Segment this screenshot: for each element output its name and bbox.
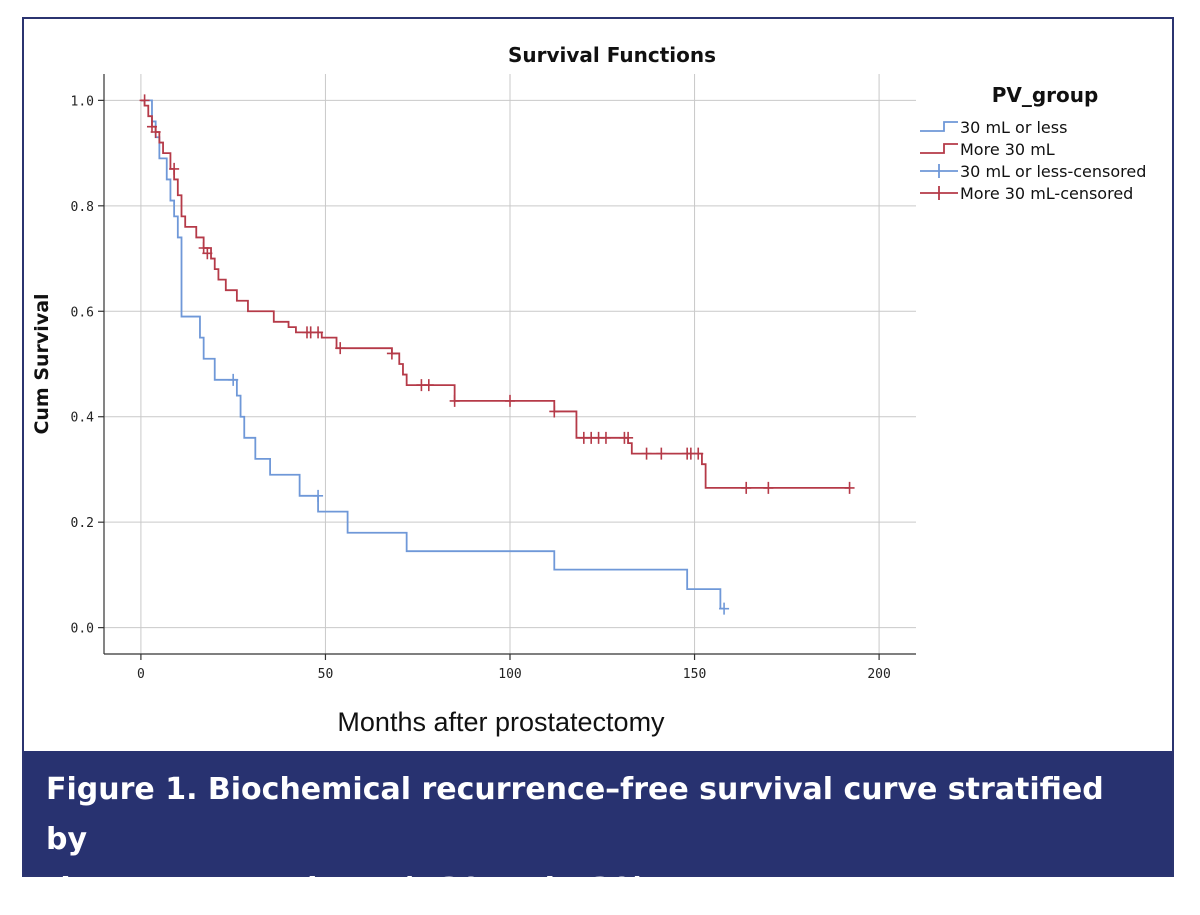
censor-mark-series-1 xyxy=(228,373,239,386)
legend-label: 30 mL or less-censored xyxy=(960,162,1146,181)
legend-swatch-censor xyxy=(920,186,958,200)
series-line-1 xyxy=(140,99,725,610)
censor-mark-series-2 xyxy=(641,447,652,460)
survival-chart: 0 50 100 150 200 0.0 0.2 0.4 0.6 0.8 1.0 Survival … xyxy=(31,43,1146,737)
censor-mark-series-2 xyxy=(169,162,180,175)
censor-mark-series-2 xyxy=(505,394,515,407)
censor-mark-series-2 xyxy=(844,481,855,494)
grid-lines xyxy=(104,74,916,654)
censor-mark-series-2 xyxy=(139,94,150,107)
censor-mark-series-2 xyxy=(763,481,774,494)
legend-label: More 30 mL xyxy=(960,140,1055,159)
censor-mark-series-2 xyxy=(423,379,434,392)
censor-mark-series-2 xyxy=(549,405,560,418)
x-tick-label: 0 xyxy=(137,667,145,682)
censor-mark-series-2 xyxy=(150,126,161,138)
legend-title: PV_group xyxy=(992,83,1099,107)
axis-ticks: 0 50 100 150 200 0.0 0.2 0.4 0.6 0.8 1.0 xyxy=(71,94,891,682)
censor-mark-series-2 xyxy=(693,447,704,460)
legend-swatch-line xyxy=(920,143,958,154)
y-axis-label: Cum Survival xyxy=(31,293,53,434)
caption-line-2: the prostate volume (≤30 and >30). xyxy=(46,872,658,907)
censor-marks xyxy=(139,94,855,615)
x-tick-label: 100 xyxy=(498,667,521,682)
x-tick-label: 200 xyxy=(867,667,890,682)
chart-title: Survival Functions xyxy=(508,43,716,67)
y-tick-label: 0.6 xyxy=(71,305,94,320)
legend-label: More 30 mL-censored xyxy=(960,184,1133,203)
y-tick-label: 1.0 xyxy=(71,94,94,109)
censor-mark-series-2 xyxy=(335,342,346,355)
censor-mark-series-2 xyxy=(656,447,667,460)
censor-mark-series-2 xyxy=(600,431,611,444)
y-tick-label: 0.8 xyxy=(71,200,94,215)
censor-mark-series-2 xyxy=(313,326,324,339)
legend: 30 mL or less More 30 mL 30 mL or less-cen… xyxy=(920,118,1146,203)
censor-mark-series-2 xyxy=(623,431,634,444)
series-curves xyxy=(140,99,850,610)
legend-label: 30 mL or less xyxy=(960,118,1067,137)
x-tick-label: 150 xyxy=(683,667,706,682)
x-tick-label: 50 xyxy=(318,667,334,682)
caption-line-1: Figure 1. Biochemical recurrence–free su… xyxy=(46,772,1104,857)
legend-swatch-censor xyxy=(920,164,958,178)
legend-swatch-line xyxy=(920,121,958,132)
y-tick-label: 0.0 xyxy=(71,622,94,637)
figure-caption: Figure 1. Biochemical recurrence–free su… xyxy=(24,751,1172,907)
series-line-2 xyxy=(140,99,850,489)
y-tick-label: 0.2 xyxy=(71,516,94,531)
censor-mark-series-1 xyxy=(719,602,730,615)
censor-mark-series-1 xyxy=(313,489,324,502)
censor-mark-series-2 xyxy=(386,347,397,360)
x-axis-label: Months after prostatectomy xyxy=(337,707,665,737)
censor-mark-series-2 xyxy=(449,394,460,407)
censor-mark-series-2 xyxy=(202,247,213,260)
y-tick-label: 0.4 xyxy=(71,411,95,426)
censor-mark-series-2 xyxy=(741,481,752,494)
